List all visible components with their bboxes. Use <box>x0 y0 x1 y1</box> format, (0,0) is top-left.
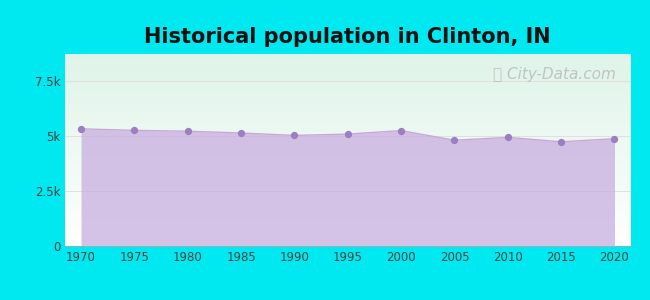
Point <box>502 135 513 140</box>
Point <box>396 128 406 133</box>
Point <box>556 140 566 144</box>
Text: ⓘ City-Data.com: ⓘ City-Data.com <box>493 68 616 82</box>
Point <box>449 138 460 142</box>
Point <box>129 128 140 133</box>
Point <box>183 129 193 134</box>
Title: Historical population in Clinton, IN: Historical population in Clinton, IN <box>144 27 551 47</box>
Point <box>236 130 246 135</box>
Point <box>343 132 353 136</box>
Point <box>289 133 300 138</box>
Point <box>609 136 619 141</box>
Point <box>76 126 86 131</box>
